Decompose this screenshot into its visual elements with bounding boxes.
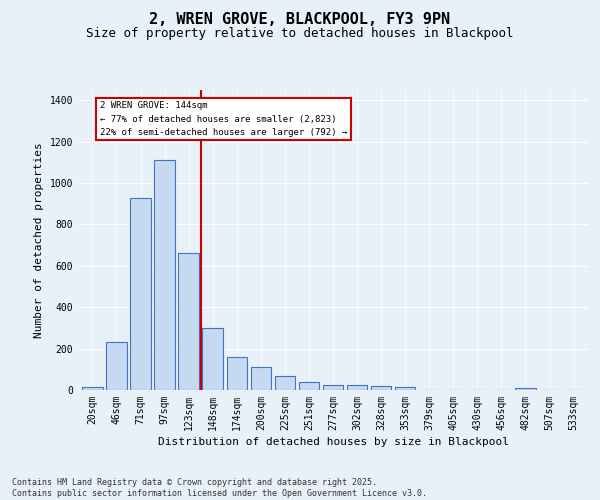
Bar	[515, 388, 536, 390]
Bar	[130, 198, 151, 390]
Bar	[371, 386, 391, 390]
Bar	[347, 385, 367, 390]
Text: Size of property relative to detached houses in Blackpool: Size of property relative to detached ho…	[86, 28, 514, 40]
Text: Contains HM Land Registry data © Crown copyright and database right 2025.
Contai: Contains HM Land Registry data © Crown c…	[12, 478, 427, 498]
Bar	[323, 385, 343, 390]
Bar	[106, 342, 127, 390]
Bar	[82, 387, 103, 390]
Bar	[395, 387, 415, 390]
Text: 2, WREN GROVE, BLACKPOOL, FY3 9PN: 2, WREN GROVE, BLACKPOOL, FY3 9PN	[149, 12, 451, 28]
Text: 2 WREN GROVE: 144sqm
← 77% of detached houses are smaller (2,823)
22% of semi-de: 2 WREN GROVE: 144sqm ← 77% of detached h…	[100, 102, 347, 137]
Bar	[251, 367, 271, 390]
Bar	[154, 160, 175, 390]
Bar	[299, 382, 319, 390]
Bar	[202, 328, 223, 390]
Y-axis label: Number of detached properties: Number of detached properties	[34, 142, 44, 338]
Bar	[227, 357, 247, 390]
X-axis label: Distribution of detached houses by size in Blackpool: Distribution of detached houses by size …	[157, 437, 509, 447]
Bar	[178, 254, 199, 390]
Bar	[275, 376, 295, 390]
